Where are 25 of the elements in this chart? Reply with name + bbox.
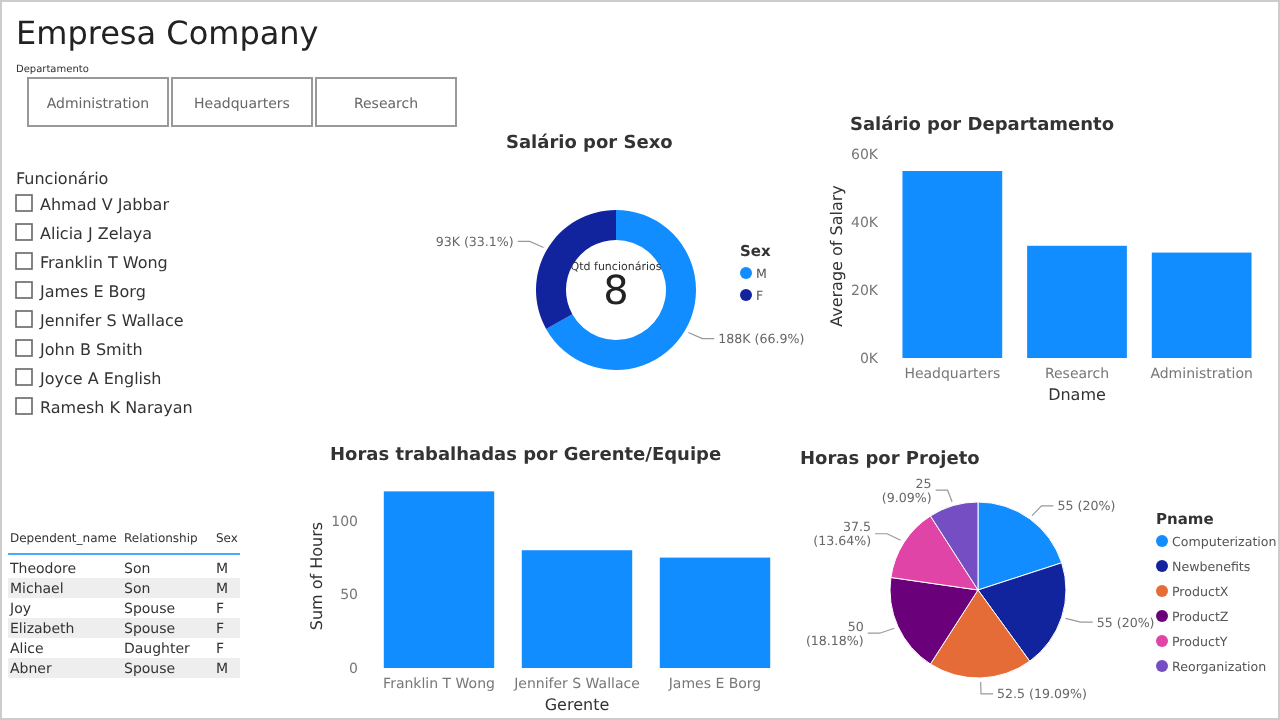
category-label: Joyce A English xyxy=(38,370,162,388)
donut-slice xyxy=(546,210,696,370)
text: Funcionário xyxy=(16,170,109,188)
x-axis-title: Dname xyxy=(1048,386,1106,404)
category-label: Jennifer S Wallace xyxy=(38,312,184,330)
y-axis-title: Average of Salary xyxy=(828,184,846,327)
bar xyxy=(659,557,771,668)
category-label: John B Smith xyxy=(38,341,143,359)
text: Empresa Company xyxy=(16,14,319,52)
category-label: Ramesh K Narayan xyxy=(40,399,193,417)
bar xyxy=(1151,252,1252,358)
category-label: James E Borg xyxy=(38,283,146,301)
x-axis-title: Gerente xyxy=(544,696,610,714)
bar xyxy=(902,171,1003,358)
chart-title: Horas por Projeto xyxy=(800,450,980,470)
bar xyxy=(521,550,633,668)
chart-title: Horas trabalhadas por Gerente/Equipe xyxy=(330,446,722,466)
chart-title: Salário por Departamento xyxy=(850,114,1115,136)
category-label: Alicia J Zelaya xyxy=(40,225,153,243)
category-label: Ahmad V Jabbar xyxy=(40,196,171,214)
bar xyxy=(1027,245,1127,358)
chart-title: Salário por Sexo xyxy=(506,132,673,154)
category-label: Franklin T Wong xyxy=(40,254,168,272)
y-axis-title: Sum of Hours xyxy=(308,521,326,631)
bar xyxy=(383,491,495,668)
